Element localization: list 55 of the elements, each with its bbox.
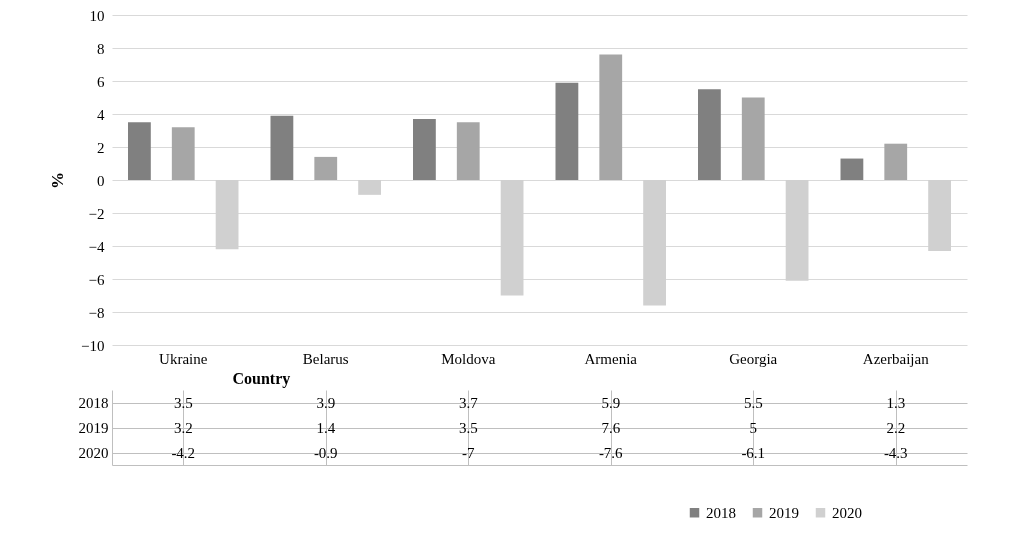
x-tick-label: Ukraine bbox=[159, 350, 208, 367]
bar bbox=[314, 156, 338, 180]
x-tick-label: Moldova bbox=[441, 350, 496, 367]
y-tick-label: 0 bbox=[97, 172, 105, 189]
y-axis-title: % bbox=[48, 172, 68, 189]
y-tick-label: 10 bbox=[89, 7, 105, 24]
data-label: -6.1 bbox=[741, 444, 766, 461]
data-label: 5 bbox=[749, 419, 757, 436]
bar bbox=[840, 158, 864, 180]
data-label: 1.4 bbox=[316, 419, 336, 436]
text: 2020 bbox=[78, 445, 109, 461]
data-label: -4.3 bbox=[883, 444, 908, 461]
data-label: 5.9 bbox=[601, 394, 621, 411]
data-label: -0.9 bbox=[313, 444, 338, 461]
bar bbox=[555, 82, 579, 180]
y-tick-label: 6 bbox=[97, 73, 105, 90]
bar bbox=[884, 143, 908, 180]
y-tick-label: 4 bbox=[97, 106, 105, 123]
bar bbox=[413, 118, 436, 180]
x-tick-label: Armenia bbox=[584, 350, 638, 367]
data-label: 2.2 bbox=[886, 419, 906, 436]
y-tick-label: −8 bbox=[88, 304, 105, 321]
bar bbox=[599, 54, 623, 180]
text: 2018 bbox=[78, 395, 109, 411]
data-label: 3.5 bbox=[458, 419, 478, 436]
data-label: 1.3 bbox=[886, 394, 906, 411]
x-tick-label: Azerbaijan bbox=[862, 350, 930, 367]
x-tick-label: Georgia bbox=[729, 350, 778, 367]
y-tick-label: −10 bbox=[81, 337, 105, 354]
y-tick-label: −2 bbox=[88, 205, 105, 222]
y-tick-label: −4 bbox=[88, 238, 105, 255]
data-label: 7.6 bbox=[601, 419, 621, 436]
bar bbox=[128, 122, 151, 180]
x-axis-title: Country bbox=[232, 369, 291, 388]
data-label: 3.2 bbox=[173, 419, 193, 436]
bar bbox=[171, 127, 195, 180]
bar bbox=[456, 122, 480, 180]
x-tick-label: Belarus bbox=[302, 350, 349, 367]
bar bbox=[741, 97, 765, 180]
data-label: 3.7 bbox=[458, 394, 479, 411]
data-label: -4.2 bbox=[171, 444, 196, 461]
data-label: -7 bbox=[462, 444, 475, 461]
legend-label: 2018 bbox=[706, 504, 736, 521]
bar bbox=[270, 115, 294, 180]
legend-label: 2019 bbox=[769, 504, 799, 521]
data-label: 3.5 bbox=[173, 394, 193, 411]
y-tick-label: −6 bbox=[88, 271, 105, 288]
data-label: -7.6 bbox=[598, 444, 624, 461]
text: 2019 bbox=[78, 420, 109, 436]
y-tick-label: 2 bbox=[97, 139, 105, 156]
y-tick-label: 8 bbox=[97, 40, 105, 57]
data-label: 3.9 bbox=[316, 394, 336, 411]
data-label: 5.5 bbox=[743, 394, 763, 411]
legend-label: 2020 bbox=[832, 504, 862, 521]
bar bbox=[698, 89, 721, 180]
